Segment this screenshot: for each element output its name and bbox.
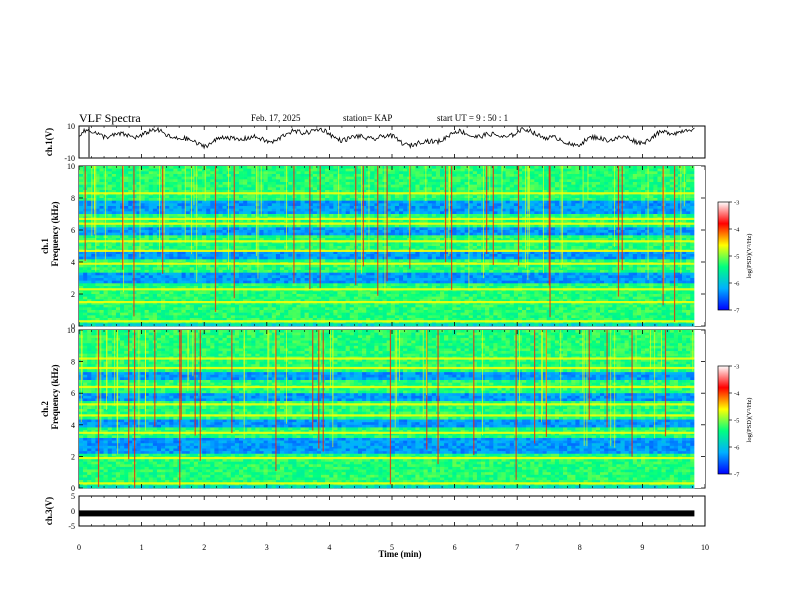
y-tick-label: 10 [67,326,75,335]
y-tick-label: 0 [71,484,75,493]
x-axis-title: Time (min) [378,549,421,559]
ch1-waveform-ylabel: ch.1(V) [44,128,54,156]
ch1-spectrogram-ylabel: Frequency (kHz) [50,201,60,266]
ch2-spectrogram-image [79,330,705,489]
ch1-waveform-trace [78,126,695,158]
y-tick-label: 2 [71,290,75,299]
colorbar-ch2-label: log(PSD)(V²/Hz) [746,398,753,443]
y-tick-label: 0 [71,507,75,516]
y-tick-label: -10 [64,154,75,163]
y-tick-label: 4 [71,258,75,267]
colorbar-tick-label: -3 [734,364,739,371]
colorbar-tick-label: -4 [734,391,740,398]
chart-title: VLF Spectra [79,111,141,125]
colorbar-tick-label: -7 [734,472,740,479]
x-tick-label: 0 [77,543,81,552]
colorbar-tick-label: -6 [734,281,740,288]
y-tick-label: 8 [71,194,75,203]
x-tick-label: 6 [453,543,457,552]
date-label: Feb. 17, 2025 [251,113,301,123]
colorbar-tick-label: -7 [734,308,740,315]
y-tick-label: 2 [71,452,75,461]
ch1-waveform-frame [78,125,706,159]
ch3-waveform-trace [79,510,695,517]
y-tick-label: 4 [71,421,75,430]
start-time-label: start UT = 9 : 50 : 1 [437,113,509,123]
ch1-spectrogram-ylabel-top: ch.1 [40,238,50,254]
y-tick-label: 5 [71,492,75,501]
ch3-waveform-ylabel: ch.3(V) [44,497,54,525]
ch2-spectrogram-ylabel: Frequency (kHz) [50,364,60,429]
colorbar-tick-label: -4 [734,227,740,234]
y-tick-label: -5 [68,522,75,531]
ch2-spectrogram-ylabel-top: ch.2 [40,401,50,417]
x-tick-label: 9 [640,543,644,552]
y-tick-label: 6 [71,226,75,235]
colorbar-tick-label: -5 [734,254,739,261]
station-label: station= KAP [343,113,393,123]
y-tick-label: 10 [67,122,75,131]
y-tick-label: 8 [71,358,75,367]
x-tick-label: 1 [140,543,144,552]
ch1-spectrogram-image [79,166,705,327]
y-tick-label: 0 [71,322,75,331]
colorbar-tick-label: -5 [734,418,739,425]
x-tick-label: 7 [515,543,519,552]
x-tick-label: 10 [701,543,709,552]
colorbar-tick-label: -3 [734,200,739,207]
x-tick-label: 4 [327,543,331,552]
colorbar-ch1-label: log(PSD)(V²/Hz) [746,234,753,279]
axis-ticks [78,125,706,527]
x-tick-label: 3 [265,543,269,552]
colorbar-tick-label: -6 [734,445,740,452]
y-tick-label: 6 [71,389,75,398]
x-tick-label: 5 [390,543,394,552]
y-tick-label: 10 [67,162,75,171]
x-tick-label: 8 [578,543,582,552]
x-tick-label: 2 [202,543,206,552]
